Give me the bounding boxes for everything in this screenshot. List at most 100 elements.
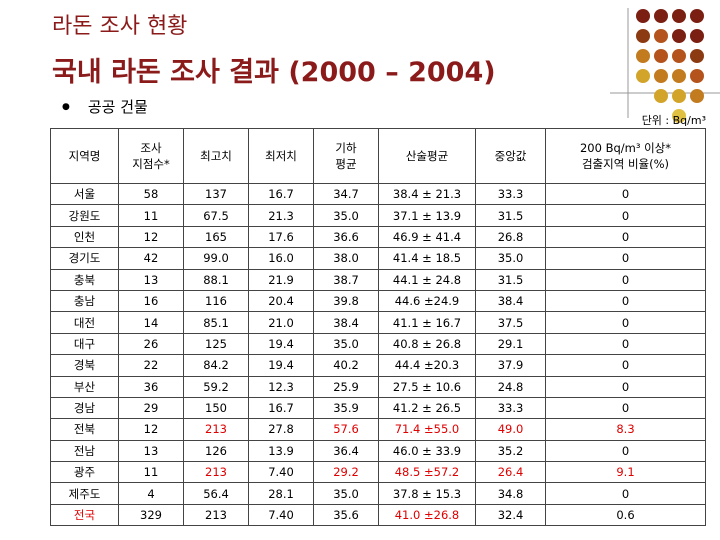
table-cell: 19.4 bbox=[248, 332, 314, 356]
table-row: 인천 12 165 17.6 36.6 46.9 ± 41.4 26.8 0 bbox=[50, 225, 706, 249]
table-cell: 13 bbox=[118, 268, 184, 291]
table-cell: 36.6 bbox=[313, 225, 379, 249]
table-cell: 84.2 bbox=[183, 354, 249, 377]
table-cell: 4 bbox=[118, 482, 184, 505]
table-cell: 14 bbox=[118, 311, 184, 334]
table-cell: 33.3 bbox=[475, 396, 546, 420]
table-cell: 0 bbox=[545, 204, 706, 227]
header-row: 지역명 조사 지점수* 최고치 최저치 기하 평균 산술평균 중앙값 200 Bq/m³ 이상… bbox=[50, 128, 706, 184]
header-cell: 지역명 bbox=[50, 128, 119, 184]
table-row: 제주도 4 56.4 28.1 35.0 37.8 ± 15.3 34.8 0 bbox=[50, 482, 706, 505]
table-cell: 99.0 bbox=[183, 247, 249, 270]
table-cell: 38.4 ± 21.3 bbox=[378, 182, 476, 206]
table-row: 서울 58 137 16.7 34.7 38.4 ± 21.3 33.3 0 bbox=[50, 182, 706, 206]
table-cell: 35.6 bbox=[313, 503, 379, 527]
table-cell: 제주도 bbox=[50, 482, 119, 505]
table-cell: 85.1 bbox=[183, 311, 249, 334]
table-cell: 56.4 bbox=[183, 482, 249, 505]
table-cell: 0 bbox=[545, 225, 706, 249]
table-cell: 0 bbox=[545, 375, 706, 398]
table-cell: 강원도 bbox=[50, 204, 119, 227]
table-cell: 29.1 bbox=[475, 332, 546, 356]
table-cell: 27.8 bbox=[248, 418, 314, 441]
table-cell: 충남 bbox=[50, 289, 119, 313]
table-cell: 0 bbox=[545, 332, 706, 356]
table-cell: 39.8 bbox=[313, 289, 379, 313]
table-cell: 29 bbox=[118, 396, 184, 420]
table-cell: 9.1 bbox=[545, 461, 706, 484]
table-row: 전북 12 213 27.8 57.6 71.4 ±55.0 49.0 8.3 bbox=[50, 418, 706, 441]
table-cell: 26 bbox=[118, 332, 184, 356]
table-cell: 25.9 bbox=[313, 375, 379, 398]
header-cell: 최고치 bbox=[183, 128, 249, 184]
table-cell: 27.5 ± 10.6 bbox=[378, 375, 476, 398]
table-cell: 37.9 bbox=[475, 354, 546, 377]
header-cell: 200 Bq/m³ 이상* 검출지역 비율(%) bbox=[545, 128, 706, 184]
table-cell: 0 bbox=[545, 268, 706, 291]
table-cell: 0 bbox=[545, 354, 706, 377]
table-cell: 전남 bbox=[50, 439, 119, 463]
table-cell: 46.0 ± 33.9 bbox=[378, 439, 476, 463]
table-cell: 22 bbox=[118, 354, 184, 377]
table-cell: 34.7 bbox=[313, 182, 379, 206]
header-cell: 최저치 bbox=[248, 128, 314, 184]
table-cell: 26.8 bbox=[475, 225, 546, 249]
table-cell: 7.40 bbox=[248, 461, 314, 484]
table-cell: 37.8 ± 15.3 bbox=[378, 482, 476, 505]
table-cell: 0 bbox=[545, 396, 706, 420]
table-cell: 329 bbox=[118, 503, 184, 527]
subtitle: 라돈 조사 현황 bbox=[52, 14, 188, 39]
table-cell: 36.4 bbox=[313, 439, 379, 463]
header-cell: 산술평균 bbox=[378, 128, 476, 184]
table-cell: 41.0 ±26.8 bbox=[378, 503, 476, 527]
table-cell: 21.0 bbox=[248, 311, 314, 334]
table-cell: 126 bbox=[183, 439, 249, 463]
table-cell: 59.2 bbox=[183, 375, 249, 398]
table-cell: 36 bbox=[118, 375, 184, 398]
table-cell: 38.0 bbox=[313, 247, 379, 270]
header-cell: 중앙값 bbox=[475, 128, 546, 184]
table-cell: 7.40 bbox=[248, 503, 314, 527]
table-cell: 71.4 ±55.0 bbox=[378, 418, 476, 441]
table-cell: 41.2 ± 26.5 bbox=[378, 396, 476, 420]
decoration bbox=[610, 8, 720, 123]
table-cell: 13.9 bbox=[248, 439, 314, 463]
table-cell: 48.5 ±57.2 bbox=[378, 461, 476, 484]
table-cell: 34.8 bbox=[475, 482, 546, 505]
table-cell: 35.0 bbox=[313, 332, 379, 356]
table-cell: 41.4 ± 18.5 bbox=[378, 247, 476, 270]
table-cell: 35.2 bbox=[475, 439, 546, 463]
table-cell: 137 bbox=[183, 182, 249, 206]
table-cell: 0 bbox=[545, 247, 706, 270]
table-cell: 44.6 ±24.9 bbox=[378, 289, 476, 313]
table-row: 전남 13 126 13.9 36.4 46.0 ± 33.9 35.2 0 bbox=[50, 439, 706, 463]
table-cell: 24.8 bbox=[475, 375, 546, 398]
table-cell: 0.6 bbox=[545, 503, 706, 527]
table-cell: 31.5 bbox=[475, 204, 546, 227]
table-cell: 0 bbox=[545, 439, 706, 463]
table-cell: 16.0 bbox=[248, 247, 314, 270]
table-cell: 13 bbox=[118, 439, 184, 463]
table-cell: 213 bbox=[183, 461, 249, 484]
table-cell: 88.1 bbox=[183, 268, 249, 291]
table-cell: 서울 bbox=[50, 182, 119, 206]
table-cell: 21.9 bbox=[248, 268, 314, 291]
table-cell: 11 bbox=[118, 204, 184, 227]
table-row: 경북 22 84.2 19.4 40.2 44.4 ±20.3 37.9 0 bbox=[50, 354, 706, 377]
table-cell: 35.0 bbox=[313, 204, 379, 227]
table-row: 경남 29 150 16.7 35.9 41.2 ± 26.5 33.3 0 bbox=[50, 396, 706, 420]
table-cell: 35.9 bbox=[313, 396, 379, 420]
table-cell: 67.5 bbox=[183, 204, 249, 227]
table-cell: 29.2 bbox=[313, 461, 379, 484]
table-cell: 46.9 ± 41.4 bbox=[378, 225, 476, 249]
table-cell: 37.5 bbox=[475, 311, 546, 334]
table-cell: 35.0 bbox=[313, 482, 379, 505]
table-cell: 0 bbox=[545, 289, 706, 313]
data-table: 지역명 조사 지점수* 최고치 최저치 기하 평균 산술평균 중앙값 200 Bq/m³ 이상… bbox=[50, 128, 706, 527]
table-cell: 경남 bbox=[50, 396, 119, 420]
table-cell: 17.6 bbox=[248, 225, 314, 249]
table-cell: 대전 bbox=[50, 311, 119, 334]
table-cell: 26.4 bbox=[475, 461, 546, 484]
table-cell: 165 bbox=[183, 225, 249, 249]
